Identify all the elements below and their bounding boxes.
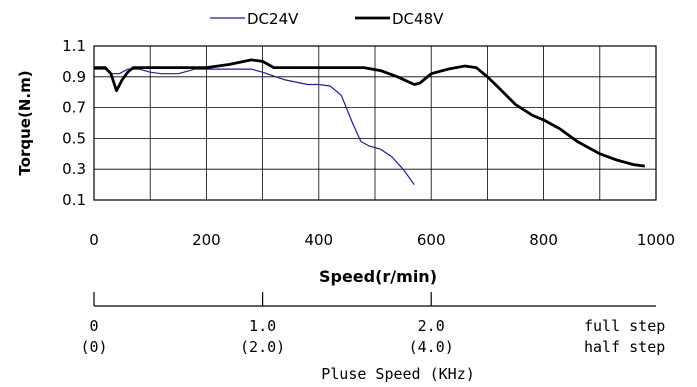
legend: DC24V DC48V (210, 10, 444, 28)
y-tick-label: 0.7 (62, 99, 86, 117)
pulse-half-step-label: (0) (80, 338, 107, 356)
x-tick-label: 800 (529, 231, 558, 249)
x-tick-labels: 0 200 400 600 800 1000 (89, 231, 675, 249)
full-step-label: full step (584, 317, 665, 335)
pulse-speed-axis: 0 (0) 1.0 (2.0) 2.0 (4.0) (80, 292, 656, 356)
legend-label-dc48v: DC48V (392, 10, 444, 28)
y-tick-label: 0.3 (62, 160, 86, 178)
y-tick-label: 1.1 (62, 37, 86, 55)
pulse-full-step-label: 0 (89, 317, 98, 335)
y-tick-label: 0.1 (62, 191, 86, 209)
pulse-full-step-label: 2.0 (418, 317, 445, 335)
half-step-label: half step (584, 338, 665, 356)
plot-frame (93, 45, 657, 201)
pulse-axis-title: Pluse Speed (KHz) (321, 365, 475, 383)
x-tick-label: 400 (304, 231, 333, 249)
y-tick-label: 0.5 (62, 129, 86, 147)
x-axis-label: Speed(r/min) (319, 267, 437, 286)
pulse-half-step-label: (4.0) (409, 338, 454, 356)
x-tick-label: 0 (89, 231, 99, 249)
x-tick-label: 1000 (637, 231, 675, 249)
x-tick-label: 600 (417, 231, 446, 249)
y-axis-label: Torque(N.m) (16, 70, 34, 175)
pulse-half-step-label: (2.0) (240, 338, 285, 356)
y-tick-label: 0.9 (62, 68, 86, 86)
legend-label-dc24v: DC24V (247, 10, 299, 28)
series-lines (94, 58, 645, 185)
y-tick-labels: 0.1 0.3 0.5 0.7 0.9 1.1 (62, 37, 86, 209)
series-line-dc48v (94, 58, 645, 168)
pulse-full-step-label: 1.0 (249, 317, 276, 335)
x-tick-label: 200 (192, 231, 221, 249)
